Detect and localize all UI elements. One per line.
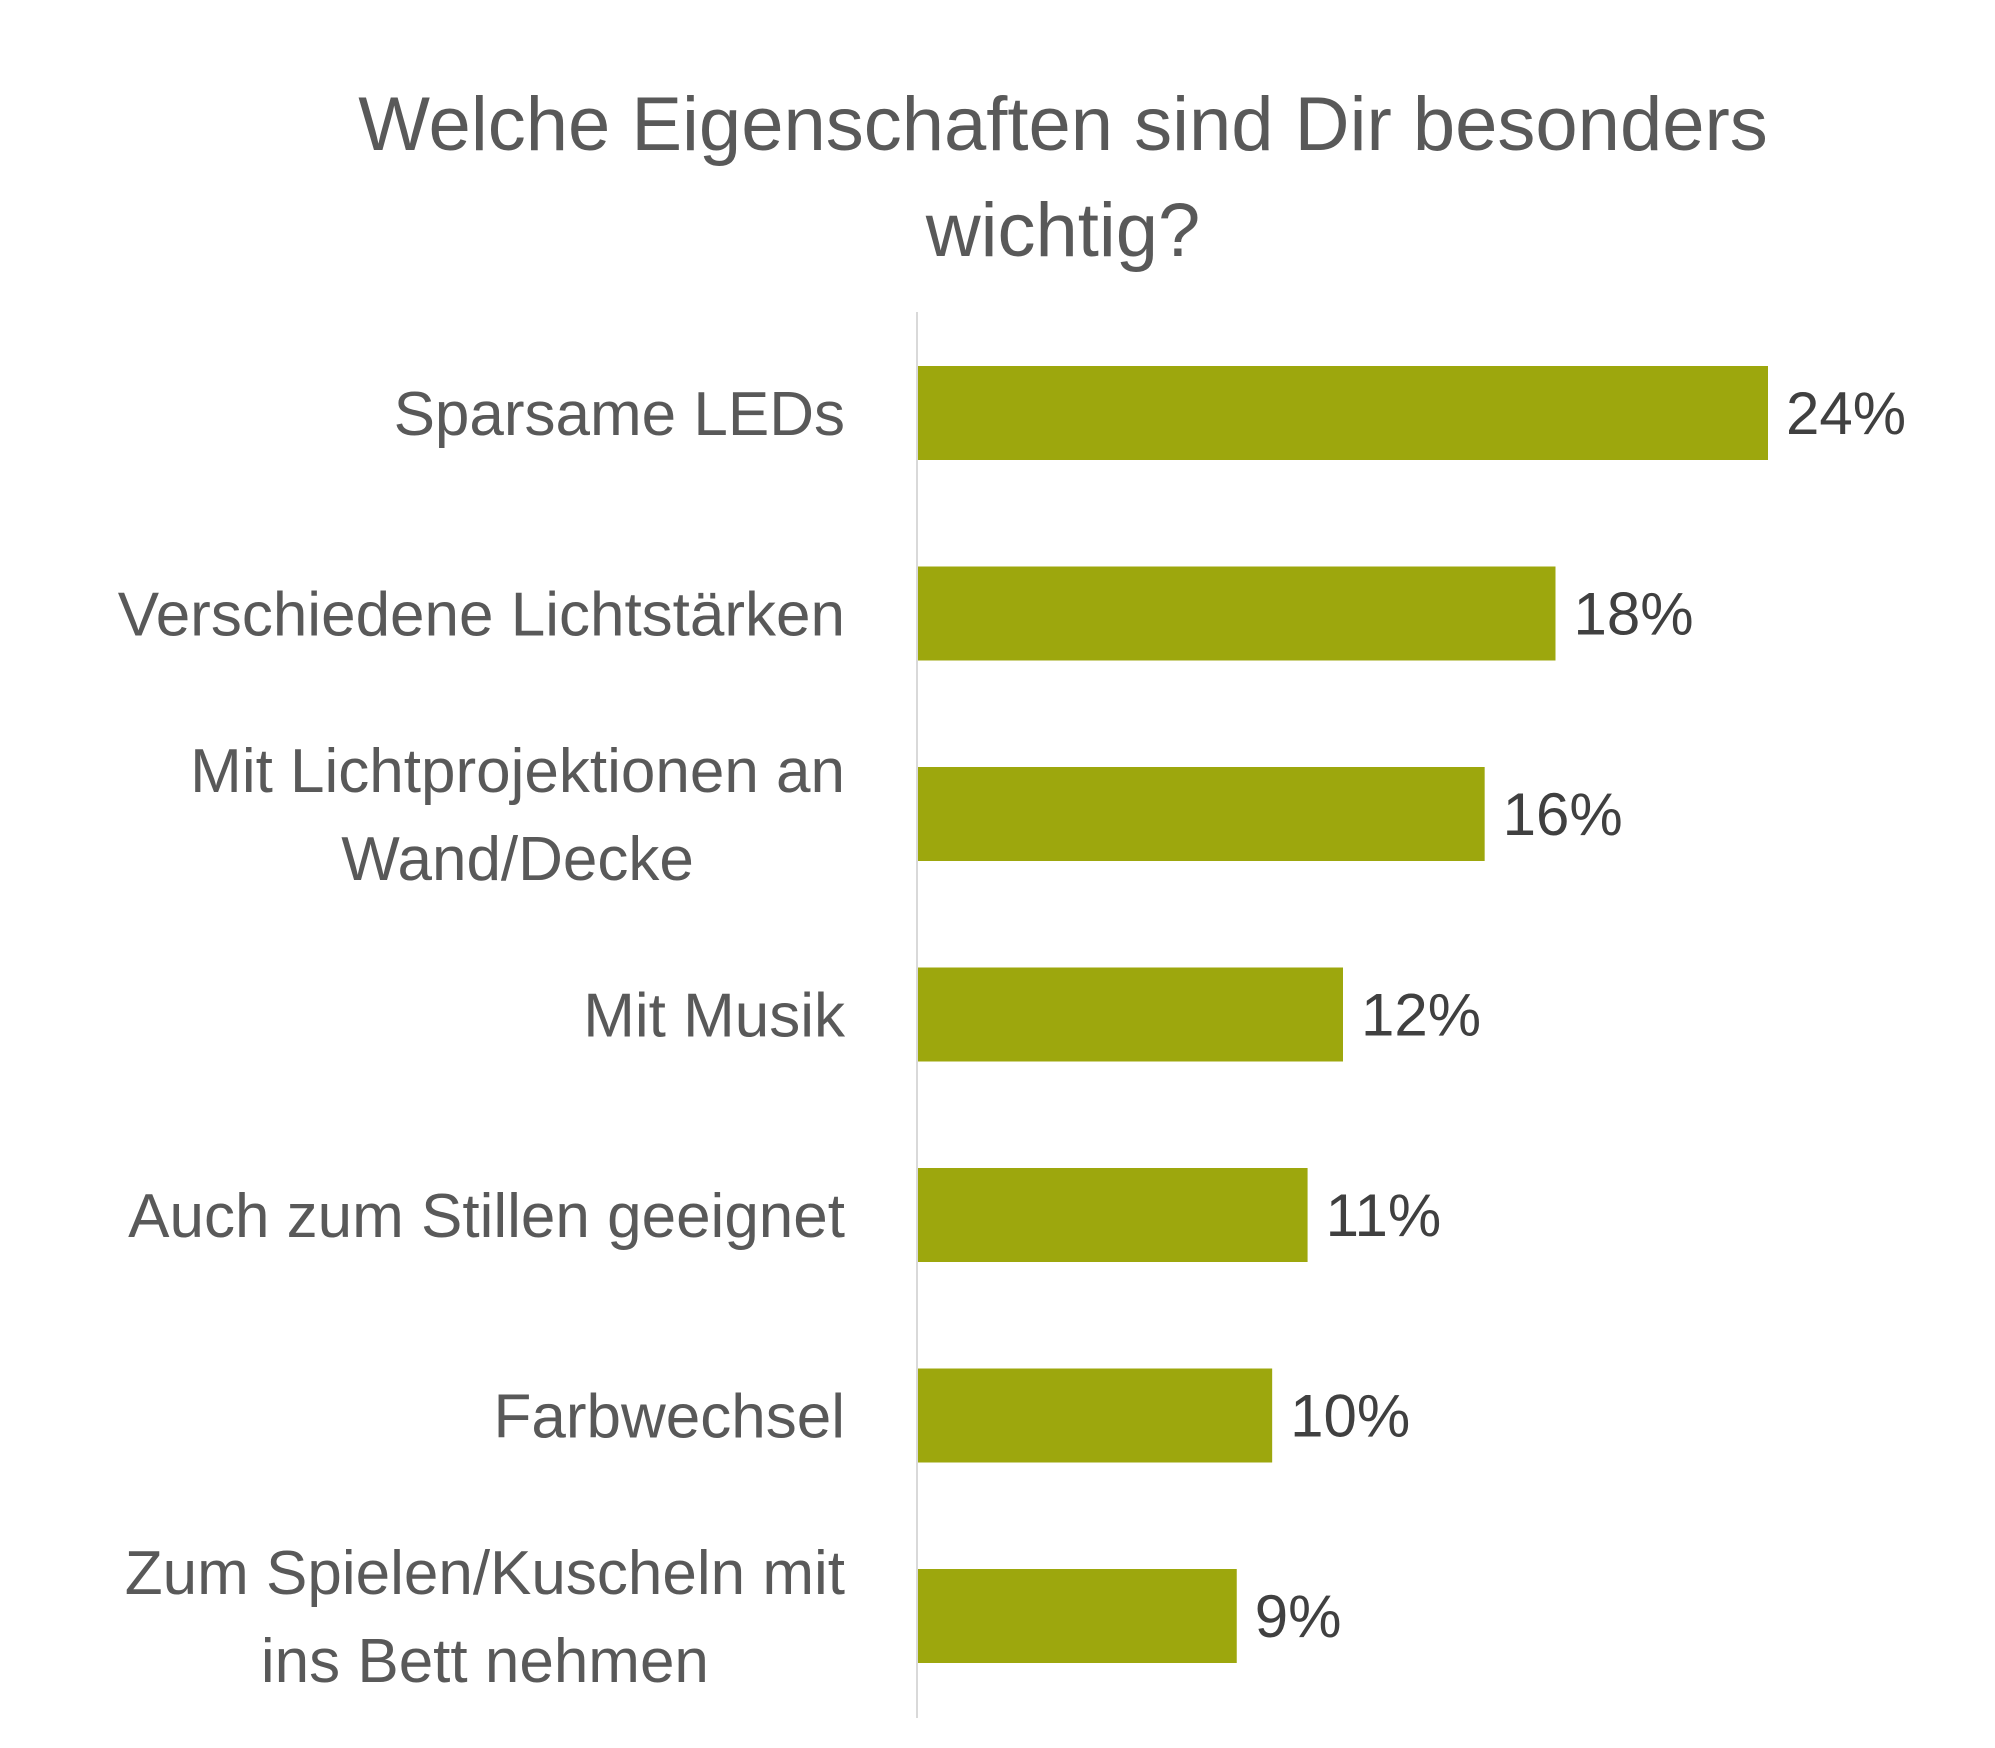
- category-label-line: Mit Musik: [583, 982, 846, 1051]
- bar: [918, 366, 1768, 460]
- category-label: Zum Spielen/Kuscheln mit ins Bett nehmen: [125, 1539, 845, 1696]
- category-label: Verschiedene Lichtstärken: [118, 581, 845, 650]
- data-label: 10%: [1290, 1383, 1410, 1450]
- data-label: 9%: [1255, 1583, 1342, 1650]
- bar: [918, 767, 1485, 861]
- category-label: Sparsame LEDs: [394, 380, 845, 449]
- data-label: 12%: [1361, 982, 1481, 1049]
- bar: [918, 967, 1343, 1062]
- bar: [918, 566, 1556, 661]
- chart-title-line: Welche Eigenschaften sind Dir besonders: [358, 82, 1768, 167]
- category-label: Farbwechsel: [494, 1383, 845, 1452]
- plot-area: 24% Sparsame LEDs 18% Verschiedene Lichtstä…: [118, 312, 1906, 1718]
- category-label: Auch zum Stillen geeignet: [128, 1182, 845, 1251]
- chart-title-line: wichtig?: [925, 188, 1201, 273]
- category-label-line: Sparsame LEDs: [394, 380, 845, 449]
- category-label-line: Mit Lichtprojektionen an: [190, 737, 845, 806]
- category-label-line: Auch zum Stillen geeignet: [128, 1182, 845, 1251]
- category-label-line: Farbwechsel: [494, 1383, 845, 1452]
- category-label-line: ins Bett nehmen: [261, 1627, 709, 1696]
- data-label: 11%: [1326, 1182, 1442, 1249]
- category-label: Mit Lichtprojektionen an Wand/Decke: [190, 737, 845, 894]
- bar: [918, 1368, 1273, 1463]
- data-label: 16%: [1503, 781, 1623, 848]
- chart-title: Welche Eigenschaften sind Dir besonders w…: [358, 82, 1768, 273]
- data-label: 18%: [1574, 581, 1694, 648]
- bar: [918, 1168, 1308, 1262]
- bar: [918, 1569, 1237, 1663]
- category-label-line: Verschiedene Lichtstärken: [118, 581, 845, 650]
- category-label: Mit Musik: [583, 982, 846, 1051]
- data-label: 24%: [1786, 380, 1906, 447]
- category-label-line: Zum Spielen/Kuscheln mit: [125, 1539, 845, 1608]
- category-label-line: Wand/Decke: [341, 825, 694, 894]
